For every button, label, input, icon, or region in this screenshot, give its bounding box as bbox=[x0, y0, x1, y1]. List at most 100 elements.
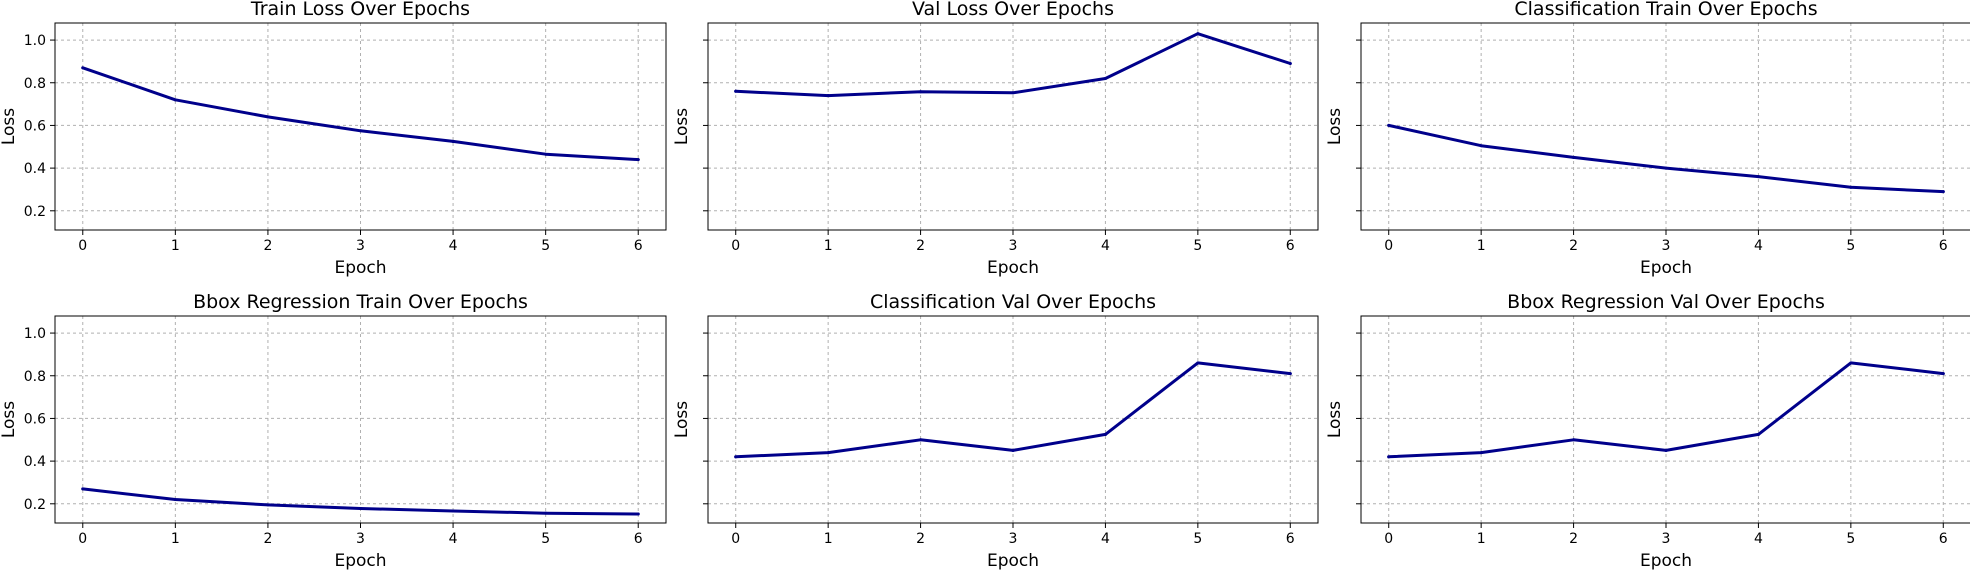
data-point bbox=[1103, 76, 1107, 80]
data-point bbox=[826, 451, 830, 455]
chart-title: Train Loss Over Epochs bbox=[250, 0, 470, 20]
data-point bbox=[1196, 32, 1200, 36]
data-point bbox=[919, 90, 923, 94]
data-point bbox=[266, 503, 270, 507]
y-axis-label: Loss bbox=[1325, 401, 1345, 438]
x-tick-label: 4 bbox=[449, 531, 458, 547]
plot-frame bbox=[707, 22, 1319, 231]
x-axis-label: Epoch bbox=[1640, 551, 1692, 570]
x-tick-label: 2 bbox=[1569, 238, 1578, 254]
chart-title: Classification Val Over Epochs bbox=[870, 291, 1156, 313]
data-point bbox=[1196, 361, 1200, 365]
x-tick-label: 1 bbox=[171, 238, 180, 254]
data-point bbox=[81, 66, 85, 70]
x-tick-label: 0 bbox=[78, 531, 87, 547]
x-axis-label: Epoch bbox=[1640, 258, 1692, 278]
plot-frame bbox=[707, 315, 1319, 524]
x-tick-label: 1 bbox=[824, 238, 833, 254]
plot-frame bbox=[54, 22, 667, 231]
x-tick-label: 1 bbox=[1477, 238, 1486, 254]
data-point bbox=[1288, 62, 1292, 66]
x-tick-label: 1 bbox=[824, 531, 833, 547]
x-tick-label: 5 bbox=[1193, 238, 1202, 254]
x-tick-label: 0 bbox=[1384, 238, 1393, 254]
data-point bbox=[636, 158, 640, 162]
x-tick-label: 2 bbox=[263, 531, 272, 547]
x-tick-label: 4 bbox=[449, 238, 458, 254]
y-tick-label: 1.0 bbox=[24, 33, 46, 49]
data-point bbox=[826, 94, 830, 98]
data-point bbox=[1011, 91, 1015, 95]
data-point bbox=[359, 506, 362, 510]
x-axis-label: Epoch bbox=[987, 258, 1039, 278]
data-point bbox=[1011, 448, 1015, 452]
x-tick-label: 0 bbox=[78, 238, 87, 254]
chart-title: Bbox Regression Train Over Epochs bbox=[193, 291, 528, 313]
y-tick-label: 0.2 bbox=[24, 497, 46, 513]
x-tick-label: 2 bbox=[1569, 531, 1578, 547]
x-tick-label: 5 bbox=[541, 238, 550, 254]
y-tick-label: 0.6 bbox=[24, 118, 46, 134]
data-point bbox=[1479, 144, 1483, 148]
x-tick-label: 6 bbox=[1939, 531, 1948, 547]
data-point bbox=[1756, 175, 1760, 179]
x-tick-label: 6 bbox=[1939, 238, 1948, 254]
chart-title: Val Loss Over Epochs bbox=[912, 0, 1114, 20]
x-tick-label: 5 bbox=[541, 531, 550, 547]
x-tick-label: 6 bbox=[634, 238, 643, 254]
y-axis-label: Loss bbox=[0, 401, 19, 438]
y-tick-label: 0.4 bbox=[24, 454, 46, 470]
x-tick-label: 3 bbox=[1662, 238, 1671, 254]
y-axis-label: Loss bbox=[0, 108, 19, 145]
y-tick-label: 0.2 bbox=[24, 204, 46, 220]
x-tick-label: 3 bbox=[1662, 531, 1671, 547]
x-tick-label: 4 bbox=[1754, 238, 1763, 254]
x-tick-label: 5 bbox=[1193, 531, 1202, 547]
data-point bbox=[1572, 438, 1576, 442]
data-point bbox=[451, 139, 455, 143]
data-point bbox=[544, 511, 548, 515]
data-point bbox=[266, 115, 270, 119]
plot-frame bbox=[54, 315, 667, 524]
data-point bbox=[919, 438, 923, 442]
y-tick-label: 0.6 bbox=[24, 411, 46, 427]
x-tick-label: 5 bbox=[1846, 531, 1855, 547]
x-tick-label: 2 bbox=[916, 238, 925, 254]
data-point bbox=[1387, 123, 1391, 127]
data-point bbox=[1756, 432, 1760, 436]
data-point bbox=[1479, 451, 1483, 455]
data-point bbox=[1664, 448, 1668, 452]
x-tick-label: 0 bbox=[731, 531, 740, 547]
data-point bbox=[173, 98, 177, 102]
x-tick-label: 3 bbox=[1009, 531, 1018, 547]
data-point bbox=[1103, 432, 1107, 436]
x-tick-label: 1 bbox=[171, 531, 180, 547]
data-point bbox=[734, 455, 738, 459]
x-tick-label: 4 bbox=[1754, 531, 1763, 547]
chart-title: Classification Train Over Epochs bbox=[1514, 0, 1817, 20]
y-tick-label: 0.4 bbox=[24, 161, 46, 177]
y-axis-label: Loss bbox=[1325, 108, 1345, 145]
data-point bbox=[1387, 455, 1391, 459]
data-point bbox=[1849, 185, 1853, 189]
plot-frame bbox=[1360, 22, 1970, 231]
x-tick-label: 5 bbox=[1846, 238, 1855, 254]
y-tick-label: 0.8 bbox=[24, 369, 46, 385]
x-tick-label: 3 bbox=[356, 531, 365, 547]
chart-title: Bbox Regression Val Over Epochs bbox=[1507, 291, 1825, 313]
x-tick-label: 4 bbox=[1101, 238, 1110, 254]
y-tick-label: 1.0 bbox=[24, 326, 46, 342]
data-point bbox=[173, 498, 177, 502]
y-tick-label: 0.8 bbox=[24, 76, 46, 92]
y-axis-label: Loss bbox=[672, 401, 692, 438]
data-point bbox=[636, 512, 640, 516]
plot-frame bbox=[1360, 315, 1970, 524]
x-tick-label: 3 bbox=[1009, 238, 1018, 254]
data-point bbox=[1664, 166, 1668, 170]
data-point bbox=[1941, 372, 1945, 376]
x-axis-label: Epoch bbox=[334, 258, 386, 278]
data-point bbox=[1849, 361, 1853, 365]
x-tick-label: 2 bbox=[263, 238, 272, 254]
